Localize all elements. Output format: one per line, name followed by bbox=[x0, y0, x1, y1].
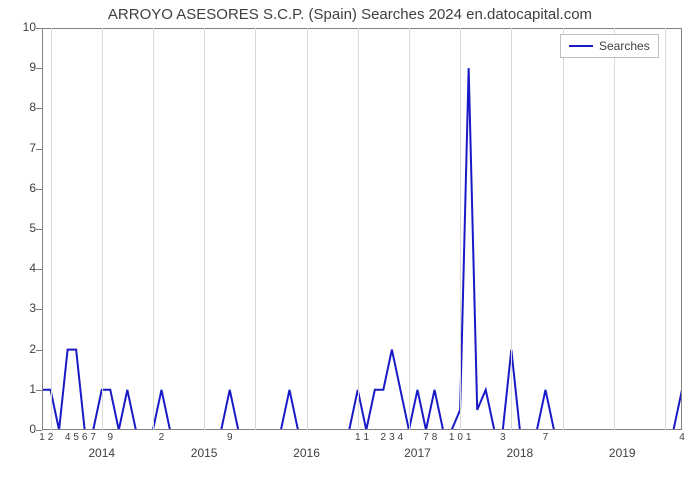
plot-border bbox=[42, 28, 43, 430]
y-tick-label: 9 bbox=[8, 60, 36, 74]
x-minor-label: 7 bbox=[90, 432, 96, 443]
plot-area bbox=[42, 28, 682, 430]
x-year-label: 2014 bbox=[88, 446, 115, 460]
x-minor-label: 5 bbox=[73, 432, 79, 443]
y-tick-label: 8 bbox=[8, 100, 36, 114]
y-tick-label: 1 bbox=[8, 382, 36, 396]
y-tick bbox=[36, 229, 42, 230]
legend: Searches bbox=[560, 34, 659, 58]
gridline-vertical bbox=[511, 28, 512, 430]
x-minor-label: 1 bbox=[39, 432, 45, 443]
x-minor-label: 8 bbox=[432, 432, 438, 443]
y-tick bbox=[36, 68, 42, 69]
y-tick bbox=[36, 350, 42, 351]
x-minor-label: 4 bbox=[398, 432, 404, 443]
x-minor-label: 3 bbox=[389, 432, 395, 443]
x-minor-label: 9 bbox=[227, 432, 233, 443]
x-minor-label: 1 bbox=[355, 432, 361, 443]
x-minor-label: 1 bbox=[466, 432, 472, 443]
x-minor-label: 3 bbox=[500, 432, 506, 443]
y-tick bbox=[36, 149, 42, 150]
gridline-vertical bbox=[51, 28, 52, 430]
x-year-label: 2015 bbox=[191, 446, 218, 460]
x-minor-label: 7 bbox=[423, 432, 429, 443]
x-minor-label: 6 bbox=[82, 432, 88, 443]
x-minor-label: 2 bbox=[159, 432, 165, 443]
x-year-label: 2017 bbox=[404, 446, 431, 460]
y-tick-label: 4 bbox=[8, 261, 36, 275]
gridline-vertical bbox=[153, 28, 154, 430]
y-tick-label: 3 bbox=[8, 301, 36, 315]
y-tick-label: 10 bbox=[8, 20, 36, 34]
plot-border bbox=[681, 28, 682, 430]
x-minor-label: 4 bbox=[679, 432, 685, 443]
x-year-label: 2016 bbox=[293, 446, 320, 460]
legend-swatch bbox=[569, 45, 593, 47]
legend-label: Searches bbox=[599, 39, 650, 53]
y-tick bbox=[36, 390, 42, 391]
x-year-label: 2018 bbox=[507, 446, 534, 460]
gridline-vertical bbox=[409, 28, 410, 430]
y-tick bbox=[36, 269, 42, 270]
gridline-vertical bbox=[563, 28, 564, 430]
y-tick bbox=[36, 189, 42, 190]
plot-border bbox=[42, 28, 682, 29]
line-series bbox=[42, 28, 682, 430]
gridline-vertical bbox=[358, 28, 359, 430]
gridline-vertical bbox=[255, 28, 256, 430]
gridline-vertical bbox=[204, 28, 205, 430]
x-minor-label: 1 bbox=[449, 432, 455, 443]
x-minor-label: 4 bbox=[65, 432, 71, 443]
x-minor-label: 9 bbox=[107, 432, 113, 443]
gridline-vertical bbox=[614, 28, 615, 430]
gridline-vertical bbox=[460, 28, 461, 430]
gridline-vertical bbox=[665, 28, 666, 430]
chart-title: ARROYO ASESORES S.C.P. (Spain) Searches … bbox=[0, 6, 700, 23]
y-tick-label: 5 bbox=[8, 221, 36, 235]
y-tick-label: 7 bbox=[8, 141, 36, 155]
x-year-label: 2019 bbox=[609, 446, 636, 460]
gridline-vertical bbox=[102, 28, 103, 430]
y-tick-label: 6 bbox=[8, 181, 36, 195]
y-tick bbox=[36, 430, 42, 431]
x-minor-label: 7 bbox=[543, 432, 549, 443]
plot-border bbox=[42, 429, 682, 430]
x-minor-label: 0 bbox=[457, 432, 463, 443]
y-tick-label: 0 bbox=[8, 422, 36, 436]
y-tick bbox=[36, 309, 42, 310]
chart-container: { "chart": { "type": "line", "title": "A… bbox=[0, 0, 700, 500]
series-line bbox=[42, 68, 682, 430]
y-tick bbox=[36, 108, 42, 109]
gridline-vertical bbox=[307, 28, 308, 430]
x-minor-label: 1 bbox=[363, 432, 369, 443]
y-tick bbox=[36, 28, 42, 29]
y-tick-label: 2 bbox=[8, 342, 36, 356]
x-minor-label: 2 bbox=[381, 432, 387, 443]
x-minor-label: 2 bbox=[48, 432, 54, 443]
